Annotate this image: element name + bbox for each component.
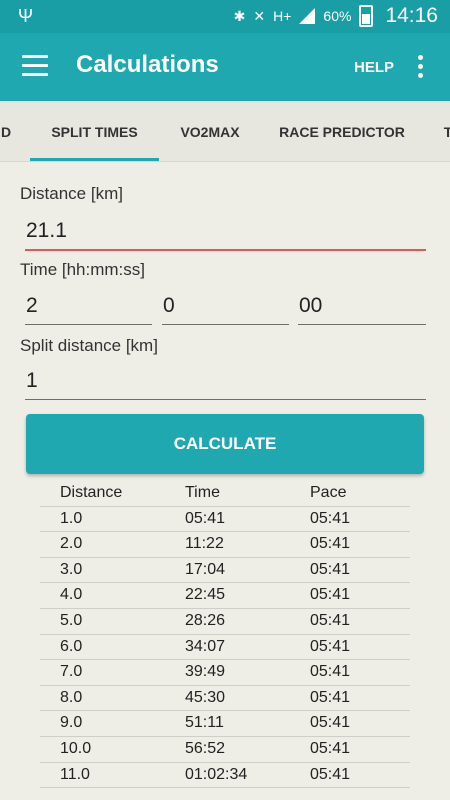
table-header: Distance Time Pace [40, 481, 410, 507]
usb-icon: Ψ [18, 6, 34, 26]
cell-pace: 05:41 [310, 560, 351, 578]
header-pace: Pace [310, 484, 347, 501]
cell-time: 22:45 [185, 586, 226, 604]
table-row: 8.0 45:30 05:41 [40, 686, 410, 712]
cell-pace: 05:41 [310, 637, 351, 655]
status-bar: Ψ ✱ ✕ H+ 60% 14:16 [0, 0, 450, 33]
table-row: 9.0 51:11 05:41 [40, 711, 410, 737]
cell-pace: 05:41 [310, 509, 351, 527]
table-row: 6.0 34:07 05:41 [40, 635, 410, 661]
tab-bar: D SPLIT TIMES VO2MAX RACE PREDICTOR T [0, 101, 450, 162]
cell-time: 51:11 [185, 714, 224, 732]
seconds-input[interactable] [298, 288, 426, 325]
cell-distance: 6.0 [60, 637, 83, 655]
app-toolbar: Calculations HELP [0, 33, 450, 101]
cell-distance: 3.0 [60, 560, 83, 578]
header-time: Time [185, 484, 220, 501]
distance-input[interactable] [25, 213, 426, 251]
distance-label: Distance [km] [20, 184, 123, 203]
tab-partial-right[interactable]: T [438, 101, 450, 161]
tab-partial-left[interactable]: D [0, 124, 12, 140]
cell-time: 01:02:34 [185, 765, 248, 783]
cell-pace: 05:41 [310, 714, 351, 732]
battery-icon [359, 5, 374, 27]
signal-icon [299, 8, 316, 24]
mute-icon: ✕ [253, 7, 266, 24]
split-times-table: Distance Time Pace 1.0 05:41 05:41 2.0 11:22… [40, 481, 410, 789]
cell-pace: 05:41 [310, 765, 351, 783]
cell-time: 34:07 [185, 637, 226, 655]
table-row: 10.0 56:52 05:41 [40, 737, 410, 763]
cell-distance: 8.0 [60, 688, 83, 706]
cell-pace: 05:41 [310, 663, 351, 681]
cell-distance: 11.0 [60, 765, 90, 783]
split-distance-input[interactable] [25, 363, 426, 400]
menu-icon[interactable] [22, 55, 48, 77]
calculate-button[interactable]: CALCULATE [26, 414, 424, 474]
status-icons: ✱ ✕ H+ 60% 14:16 [234, 4, 438, 28]
more-options-icon[interactable] [418, 55, 424, 82]
battery-percent: 60% [323, 8, 352, 24]
table-row: 3.0 17:04 05:41 [40, 558, 410, 584]
cell-time: 05:41 [185, 509, 226, 527]
cell-distance: 4.0 [60, 586, 83, 604]
tab-split-times[interactable]: SPLIT TIMES [30, 101, 159, 161]
cell-pace: 05:41 [310, 739, 351, 757]
cell-distance: 9.0 [60, 714, 83, 732]
help-button[interactable]: HELP [353, 59, 394, 76]
page-title: Calculations [76, 51, 219, 78]
time-label: Time [hh:mm:ss] [20, 260, 145, 279]
cell-time: 17:04 [185, 560, 226, 578]
cell-time: 39:49 [185, 663, 226, 681]
table-row: 7.0 39:49 05:41 [40, 660, 410, 686]
cell-distance: 2.0 [60, 535, 83, 553]
cell-pace: 05:41 [310, 688, 351, 706]
cell-distance: 5.0 [60, 611, 83, 629]
network-type: H+ [273, 8, 292, 24]
table-row: 11.0 01:02:34 05:41 [40, 763, 410, 789]
cell-distance: 1.0 [60, 509, 83, 527]
header-distance: Distance [60, 484, 123, 501]
tab-race-predictor[interactable]: RACE PREDICTOR [279, 124, 405, 140]
cell-distance: 10.0 [60, 739, 92, 757]
cell-time: 45:30 [185, 688, 226, 706]
hours-input[interactable] [25, 288, 152, 325]
minutes-input[interactable] [162, 288, 289, 325]
bluetooth-icon: ✱ [233, 7, 246, 24]
cell-distance: 7.0 [60, 663, 83, 681]
tab-vo2max[interactable]: VO2MAX [180, 124, 240, 140]
cell-pace: 05:41 [310, 535, 351, 553]
cell-time: 28:26 [185, 611, 226, 629]
clock: 14:16 [385, 4, 438, 27]
table-row: 1.0 05:41 05:41 [40, 507, 410, 533]
cell-pace: 05:41 [310, 586, 351, 604]
table-row: 5.0 28:26 05:41 [40, 609, 410, 635]
table-row: 4.0 22:45 05:41 [40, 583, 410, 609]
cell-pace: 05:41 [310, 611, 351, 629]
table-row: 2.0 11:22 05:41 [40, 532, 410, 558]
split-distance-label: Split distance [km] [20, 336, 158, 355]
cell-time: 56:52 [185, 739, 226, 757]
cell-time: 11:22 [185, 535, 224, 553]
